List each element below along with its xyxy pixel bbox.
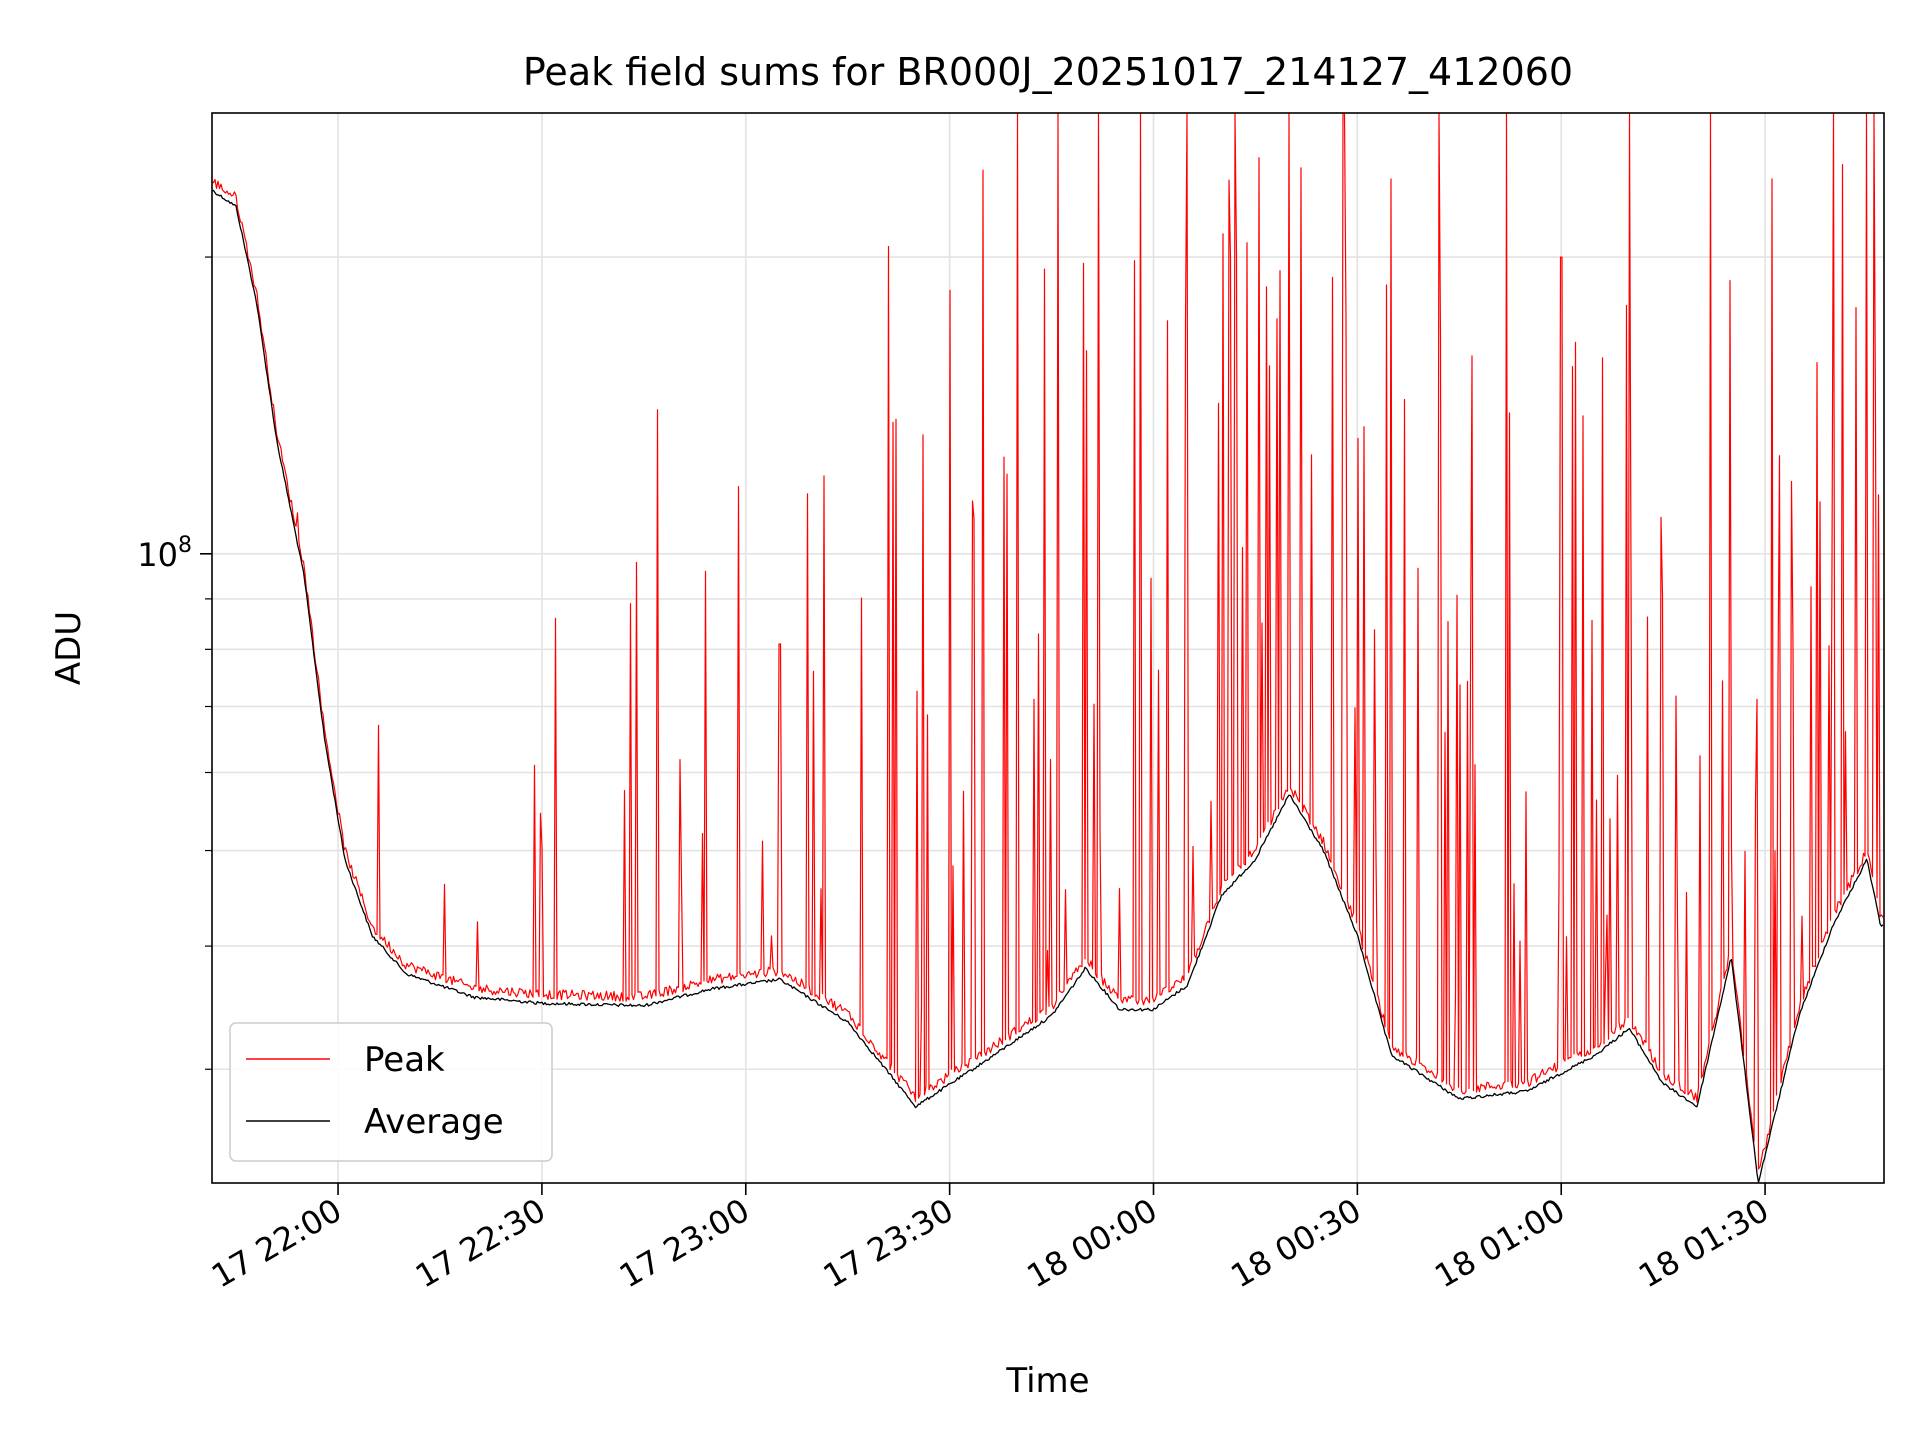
x-axis-label: Time [1005,1361,1089,1401]
plot-area [212,113,1884,1183]
legend: Peak Average [229,1022,553,1162]
chart-title: Peak field sums for BR000J_20251017_2141… [523,50,1573,94]
y-tick-label-exponent: 8 [178,533,192,558]
legend-label-average: Average [364,1102,504,1142]
legend-box [229,1022,553,1162]
series-layer [212,113,1884,1183]
series-line-peak [212,113,1884,1170]
y-axis-label: ADU [49,611,89,685]
plot-frame [211,112,1885,1184]
series-line-average [212,189,1884,1183]
y-tick-label: 108 [137,533,192,574]
legend-label-peak: Peak [364,1040,445,1080]
y-tick-label-base: 10 [137,536,178,574]
